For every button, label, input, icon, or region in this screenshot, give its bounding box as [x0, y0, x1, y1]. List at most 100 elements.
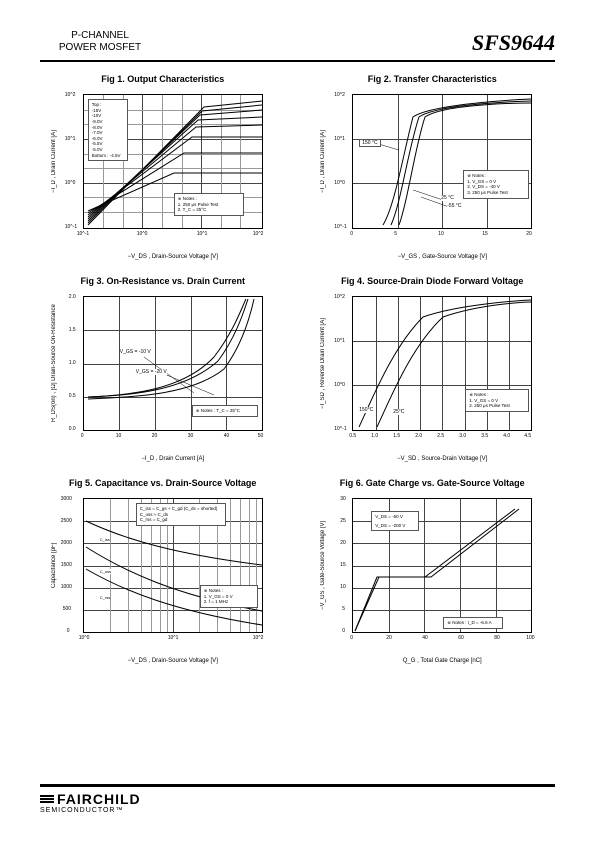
device-type: POWER MOSFET: [40, 42, 160, 54]
fig2-xlabel: −V_GS , Gate-Source Voltage [V]: [352, 254, 532, 260]
temp-label: 25 °C: [441, 195, 454, 201]
brand-sub: SEMICONDUCTOR™: [40, 807, 555, 814]
fig3-xlabel: −I_D , Drain Current [A]: [83, 456, 263, 462]
xtick: 0: [81, 433, 84, 439]
fig1: Fig 1. Output Characteristics −I_D , Dra…: [40, 74, 286, 258]
note-line: 2. 250 μs Pulse Test: [469, 403, 525, 409]
xtick: 40: [422, 635, 428, 641]
xtick: 10^1: [168, 635, 179, 641]
brand-name: FAIRCHILD: [40, 791, 555, 807]
xtick: 10^2: [253, 635, 264, 641]
xtick: 10: [116, 433, 122, 439]
fig5: Fig 5. Capacitance vs. Drain-Source Volt…: [40, 478, 286, 662]
xtick: 4.5: [524, 433, 531, 439]
fig6-plot: V_DS = -50 V V_DS = -200 V ※ Notes : I_D…: [352, 498, 532, 633]
ytick: 3000: [61, 496, 72, 502]
xtick: 10^0: [137, 231, 148, 237]
note-line: 3. 250 μs Pulse Test: [467, 190, 525, 196]
xtick: 60: [458, 635, 464, 641]
curve-label: C_rss: [100, 595, 110, 600]
fig4-notes: ※ Notes : 1. V_GS = 0 V 2. 250 μs Pulse …: [465, 389, 529, 412]
xtick: 0: [350, 231, 353, 237]
fig2-area: −I_D , Drain Current [A] 150 °C 25 °C -5…: [322, 88, 542, 258]
ytick: 500: [63, 606, 71, 612]
xtick: 1.0: [371, 433, 378, 439]
xtick: 2.5: [437, 433, 444, 439]
ytick: 0.0: [69, 426, 76, 432]
fig1-legend-footer: Bottom : -4.5V: [92, 153, 124, 159]
xtick: 50: [258, 433, 264, 439]
fig5-xlabel: −V_DS , Drain-Source Voltage [V]: [83, 658, 263, 664]
xtick: 20: [152, 433, 158, 439]
ytick: 30: [340, 496, 346, 502]
fig6-xlabel: Q_G , Total Gate Charge [nC]: [352, 658, 532, 664]
note-line: ※ Notes : T_C = 25°C: [196, 408, 254, 414]
fig1-legend: Top : -15V -10V -9.0V -8.0V -7.0V -6.0V …: [88, 99, 128, 161]
fig2: Fig 2. Transfer Characteristics −I_D , D…: [310, 74, 556, 258]
fig3-notes: ※ Notes : T_C = 25°C: [192, 405, 258, 417]
fig3: Fig 3. On-Resistance vs. Drain Current R…: [40, 276, 286, 460]
xtick: 0: [350, 635, 353, 641]
fig3-title: Fig 3. On-Resistance vs. Drain Current: [80, 276, 245, 286]
fig6-ylabel: −V_GS , Gate-Source Voltage [V]: [320, 498, 332, 633]
fig3-ylabel: R_DS(on) , [Ω] Drain-Source On-Resistanc…: [51, 296, 63, 431]
xtick: 10^0: [79, 635, 90, 641]
xtick: 5: [394, 231, 397, 237]
fig1-title: Fig 1. Output Characteristics: [101, 74, 224, 84]
charts-grid: Fig 1. Output Characteristics −I_D , Dra…: [40, 74, 555, 662]
curve-label: C_oss: [100, 569, 111, 574]
fig6-legend: V_DS = -50 V V_DS = -200 V: [371, 511, 419, 531]
xtick: 1.5: [393, 433, 400, 439]
fig4-title: Fig 4. Source-Drain Diode Forward Voltag…: [341, 276, 523, 286]
ytick: 0: [67, 628, 70, 634]
fig3-plot: V_GS = -10 V V_GS = -20 V ※ Notes : T_C …: [83, 296, 263, 431]
fig4: Fig 4. Source-Drain Diode Forward Voltag…: [310, 276, 556, 460]
ytick: 2.0: [69, 294, 76, 300]
fig1-ylabel: −I_D , Drain Current [A]: [51, 94, 63, 229]
legend-line: C_iss = C_gs + C_gd (C_ds = shorted): [140, 506, 222, 512]
xtick: 3.5: [481, 433, 488, 439]
fig6-title: Fig 6. Gate Charge vs. Gate-Source Volta…: [340, 478, 525, 488]
xtick: 0.5: [349, 433, 356, 439]
ytick: 10^1: [334, 338, 345, 344]
ytick: 1500: [61, 562, 72, 568]
ytick: 10^0: [334, 180, 345, 186]
ytick: 2500: [61, 518, 72, 524]
xtick: 10^1: [197, 231, 208, 237]
vgs-label: V_GS = -20 V: [136, 369, 167, 375]
xtick: 30: [188, 433, 194, 439]
xtick: 80: [494, 635, 500, 641]
xtick: 20: [526, 231, 532, 237]
fig2-title: Fig 2. Transfer Characteristics: [368, 74, 497, 84]
xtick: 15: [482, 231, 488, 237]
note-line: 2. T_C = 25°C: [178, 207, 240, 213]
fig3-area: R_DS(on) , [Ω] Drain-Source On-Resistanc…: [53, 290, 273, 460]
fig5-legend: C_iss = C_gs + C_gd (C_ds = shorted) C_o…: [136, 503, 226, 526]
ytick: 10^2: [334, 294, 345, 300]
ytick: 2000: [61, 540, 72, 546]
ytick: 10^1: [65, 136, 76, 142]
fig5-area: Capacitance [pF] C_iss = C_gs +: [53, 492, 273, 662]
ytick: 25: [340, 518, 346, 524]
ytick: 10^0: [334, 382, 345, 388]
temp-label: 25°C: [393, 409, 404, 415]
ytick: 1.0: [69, 360, 76, 366]
xtick: 3.0: [459, 433, 466, 439]
xtick: 10: [438, 231, 444, 237]
ytick: 10^0: [65, 180, 76, 186]
xtick: 100: [526, 635, 534, 641]
fig6-notes: ※ Notes : I_D = -6.6 A: [443, 617, 503, 629]
xtick: 10^-1: [77, 231, 89, 237]
fig1-xlabel: −V_DS , Drain-Source Voltage [V]: [83, 254, 263, 260]
ytick: 0.5: [69, 393, 76, 399]
curve-label: C_iss: [100, 537, 110, 542]
fig4-area: −I_SD , Reverse Drain Current [A] 150°C …: [322, 290, 542, 460]
ytick: 1000: [61, 584, 72, 590]
fig4-ylabel: −I_SD , Reverse Drain Current [A]: [320, 296, 332, 431]
part-number: SFS9644: [472, 30, 555, 56]
fig1-area: −I_D , Drain Current [A] Top :: [53, 88, 273, 258]
ytick: 10: [340, 584, 346, 590]
xtick: 20: [386, 635, 392, 641]
temp-label: -55 °C: [447, 203, 461, 209]
ytick: 0: [342, 628, 345, 634]
